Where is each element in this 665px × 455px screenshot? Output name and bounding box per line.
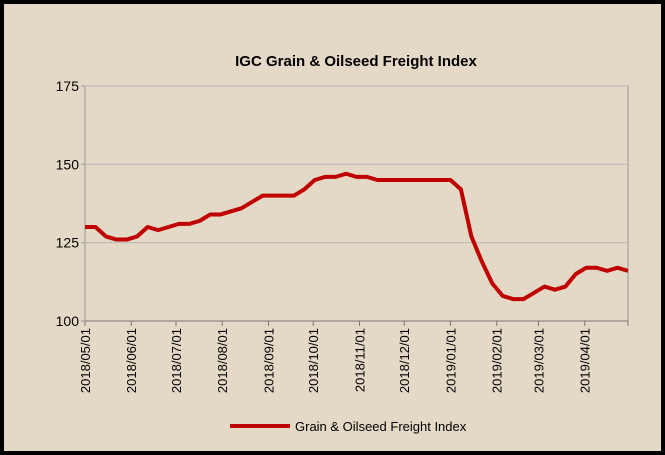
x-tick-label: 2018/05/01 — [78, 328, 93, 393]
x-tick-label: 2018/09/01 — [261, 328, 276, 393]
x-tick-label: 2018/12/01 — [397, 328, 412, 393]
y-tick-label: 175 — [56, 78, 80, 94]
x-tick-label: 2018/10/01 — [306, 328, 321, 393]
x-tick-label: 2018/11/01 — [352, 328, 367, 392]
x-tick-label: 2018/08/01 — [215, 328, 230, 393]
y-tick-label: 125 — [56, 235, 80, 251]
y-tick-label: 100 — [56, 313, 80, 329]
chart-title: IGC Grain & Oilseed Freight Index — [235, 53, 477, 70]
x-tick-label: 2019/02/01 — [490, 328, 505, 393]
x-tick-label: 2019/01/01 — [443, 328, 458, 393]
x-tick-label: 2019/03/01 — [531, 328, 546, 393]
legend-label: Grain & Oilseed Freight Index — [295, 419, 467, 434]
data-line — [85, 171, 629, 302]
x-tick-label: 2019/04/01 — [578, 328, 593, 393]
x-tick-label: 2018/07/01 — [169, 328, 184, 393]
x-tick-label: 2018/06/01 — [124, 328, 139, 393]
y-tick-label: 150 — [56, 156, 80, 172]
